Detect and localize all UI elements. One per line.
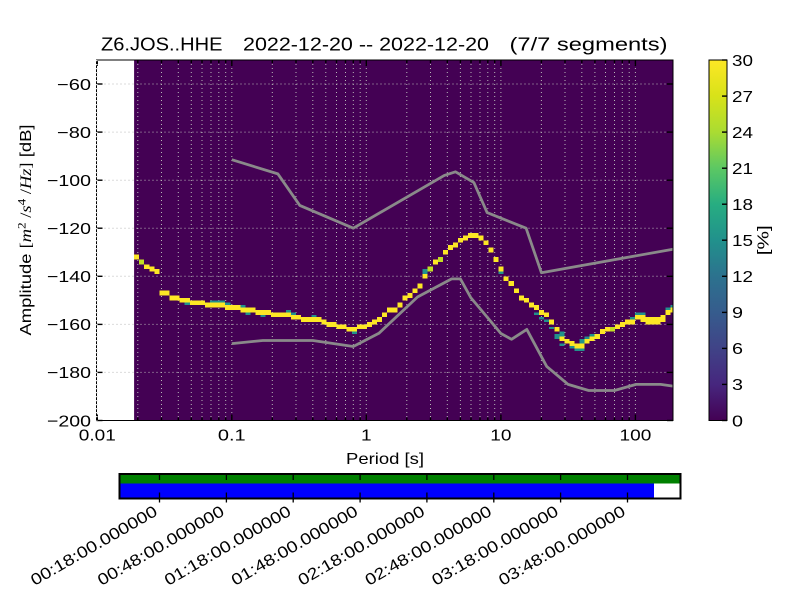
svg-text:30: 30 bbox=[732, 53, 753, 70]
svg-text:Amplitude [m2 /s4 /Hz] [dB]: Amplitude [m2 /s4 /Hz] [dB] bbox=[17, 125, 36, 336]
svg-text:−140: −140 bbox=[47, 269, 91, 286]
svg-text:−100: −100 bbox=[47, 173, 91, 190]
svg-text:15: 15 bbox=[732, 233, 753, 250]
svg-text:Z6.JOS..HHE: Z6.JOS..HHE bbox=[101, 34, 223, 55]
svg-text:−180: −180 bbox=[47, 365, 91, 382]
svg-text:(7/7 segments): (7/7 segments) bbox=[510, 34, 668, 55]
svg-text:9: 9 bbox=[732, 305, 743, 322]
svg-text:100: 100 bbox=[620, 428, 652, 445]
svg-text:−120: −120 bbox=[47, 221, 91, 238]
svg-text:0: 0 bbox=[732, 413, 743, 430]
svg-text:1: 1 bbox=[361, 428, 372, 445]
svg-text:12: 12 bbox=[732, 269, 753, 286]
svg-text:27: 27 bbox=[732, 89, 753, 106]
svg-text:21: 21 bbox=[732, 161, 753, 178]
svg-text:−80: −80 bbox=[57, 125, 91, 142]
svg-text:2022-12-20 -- 2022-12-20: 2022-12-20 -- 2022-12-20 bbox=[243, 34, 489, 55]
svg-text:−160: −160 bbox=[47, 317, 91, 334]
svg-text:18: 18 bbox=[732, 197, 753, 214]
svg-text:10: 10 bbox=[490, 428, 511, 445]
svg-text:24: 24 bbox=[732, 125, 753, 142]
svg-text:−60: −60 bbox=[57, 77, 91, 94]
svg-text:6: 6 bbox=[732, 341, 743, 358]
svg-text:[%]: [%] bbox=[756, 225, 773, 255]
svg-text:0.1: 0.1 bbox=[218, 428, 246, 445]
svg-text:−200: −200 bbox=[47, 413, 91, 430]
svg-text:3: 3 bbox=[732, 377, 743, 394]
svg-text:Period [s]: Period [s] bbox=[346, 451, 424, 468]
svg-text:0.01: 0.01 bbox=[79, 428, 116, 445]
